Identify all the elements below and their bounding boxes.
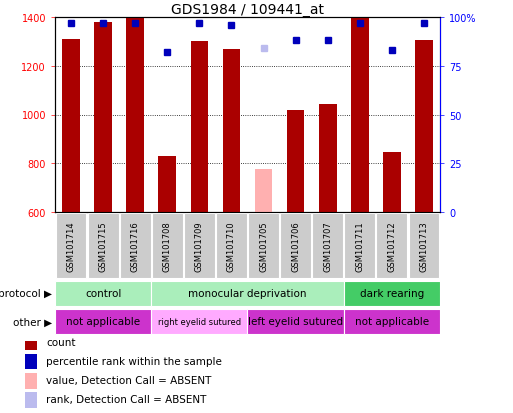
Bar (151, 282, 344, 306)
Bar (344, 282, 440, 306)
Bar (312, 214, 343, 278)
Bar (319, 104, 337, 212)
Text: value, Detection Call = ABSENT: value, Detection Call = ABSENT (46, 375, 211, 385)
Text: GSM101710: GSM101710 (227, 221, 236, 271)
Bar (408, 214, 439, 278)
Bar (94, 23, 112, 212)
Bar (280, 214, 311, 278)
Bar (255, 170, 272, 212)
Text: control: control (85, 289, 121, 299)
Bar (377, 214, 407, 278)
Bar (223, 50, 240, 212)
Text: GSM101706: GSM101706 (291, 221, 300, 271)
Text: GSM101713: GSM101713 (420, 221, 428, 271)
Bar (120, 214, 151, 278)
Bar (151, 310, 247, 334)
Text: other ▶: other ▶ (13, 317, 52, 327)
Text: protocol ▶: protocol ▶ (0, 289, 52, 299)
Bar (25, 392, 36, 408)
Text: left eyelid sutured: left eyelid sutured (248, 317, 343, 327)
Text: count: count (46, 337, 76, 347)
Text: GSM101715: GSM101715 (98, 221, 108, 271)
Text: GSM101714: GSM101714 (67, 221, 75, 271)
Title: GDS1984 / 109441_at: GDS1984 / 109441_at (171, 3, 324, 17)
Bar (247, 310, 344, 334)
Bar (55, 282, 151, 306)
Bar (25, 373, 36, 389)
Text: GSM101716: GSM101716 (131, 221, 140, 271)
Bar (216, 214, 247, 278)
Text: GSM101712: GSM101712 (387, 221, 397, 271)
Bar (287, 110, 304, 212)
Text: percentile rank within the sample: percentile rank within the sample (46, 356, 222, 366)
Bar (184, 214, 215, 278)
Bar (344, 310, 440, 334)
Text: rank, Detection Call = ABSENT: rank, Detection Call = ABSENT (46, 394, 207, 404)
Bar (159, 157, 176, 212)
Bar (55, 310, 151, 334)
Bar (351, 19, 369, 212)
Bar (344, 214, 375, 278)
Bar (25, 335, 36, 350)
Bar (88, 214, 119, 278)
Bar (25, 354, 36, 369)
Text: right eyelid sutured: right eyelid sutured (158, 317, 241, 326)
Text: not applicable: not applicable (66, 317, 140, 327)
Text: GSM101708: GSM101708 (163, 221, 172, 271)
Bar (55, 214, 87, 278)
Text: monocular deprivation: monocular deprivation (188, 289, 307, 299)
Bar (126, 19, 144, 212)
Text: dark rearing: dark rearing (360, 289, 424, 299)
Bar (383, 153, 401, 212)
Text: not applicable: not applicable (355, 317, 429, 327)
Text: GSM101705: GSM101705 (259, 221, 268, 271)
Bar (248, 214, 279, 278)
Bar (62, 40, 80, 212)
Text: GSM101707: GSM101707 (323, 221, 332, 271)
Text: GSM101709: GSM101709 (195, 221, 204, 271)
Bar (415, 41, 433, 212)
Bar (152, 214, 183, 278)
Bar (190, 42, 208, 212)
Text: GSM101711: GSM101711 (356, 221, 364, 271)
